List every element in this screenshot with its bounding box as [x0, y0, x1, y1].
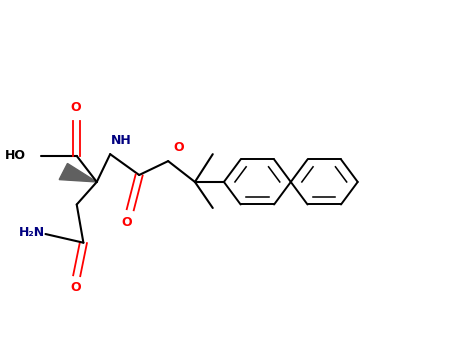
Text: O: O [70, 281, 81, 294]
Text: NH: NH [111, 134, 131, 147]
Polygon shape [59, 163, 97, 182]
Text: O: O [122, 216, 132, 229]
Text: HO: HO [5, 149, 26, 162]
Text: O: O [173, 141, 184, 154]
Text: O: O [70, 101, 81, 114]
Text: H₂N: H₂N [19, 226, 45, 239]
